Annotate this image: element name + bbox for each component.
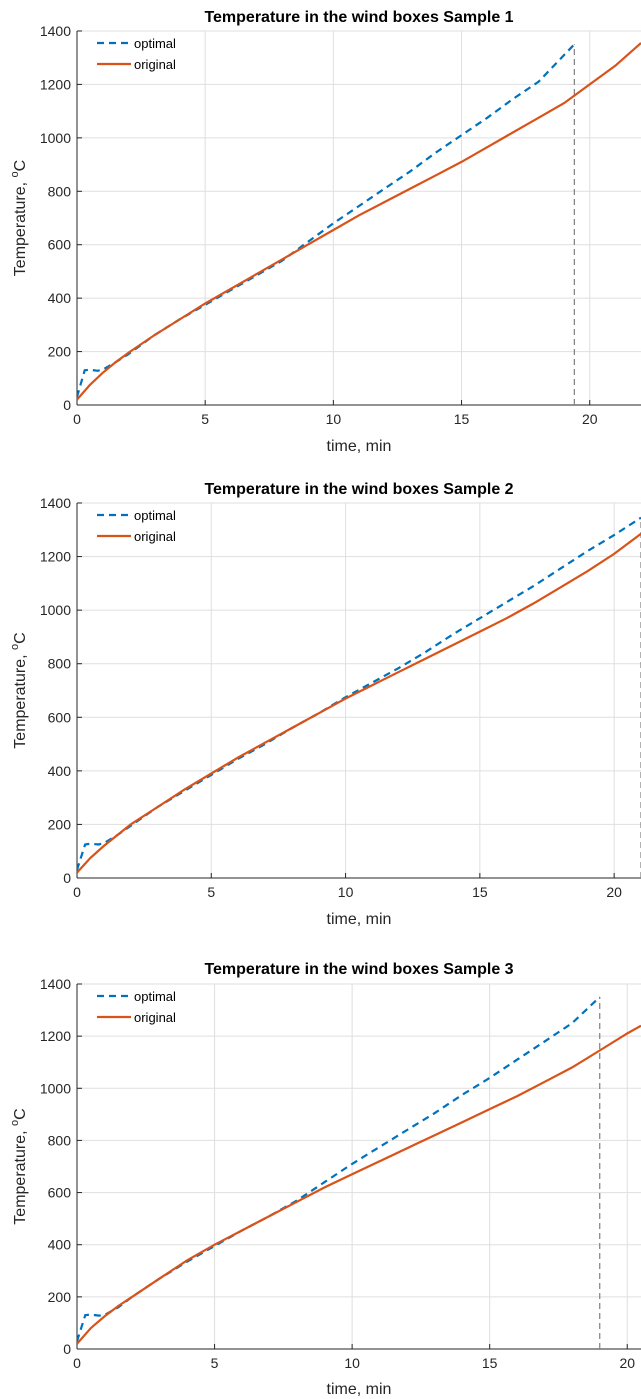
- y-tick-label: 1400: [40, 495, 71, 511]
- x-tick-label: 20: [606, 884, 622, 900]
- series-original-line: [77, 532, 641, 874]
- y-tick-label: 200: [48, 816, 72, 832]
- grid: [77, 502, 641, 878]
- y-tick-label: 600: [48, 237, 72, 253]
- y-tick-label: 1200: [40, 76, 71, 92]
- legend-label-optimal: optimal: [134, 508, 176, 523]
- x-axis-label: time, min: [327, 1381, 392, 1398]
- y-tick-label: 400: [48, 290, 72, 306]
- legend: optimal original: [97, 989, 176, 1025]
- legend-label-original: original: [134, 1010, 176, 1025]
- y-tick-label: 800: [48, 1132, 72, 1148]
- x-tick-label: 10: [338, 884, 354, 900]
- x-tick-label: 15: [454, 411, 470, 427]
- series-original-line: [77, 1024, 641, 1345]
- y-tick-label: 600: [48, 1185, 72, 1201]
- y-tick-label: 200: [48, 1289, 72, 1305]
- legend-label-original: original: [134, 529, 176, 544]
- series-optimal-line: [77, 516, 641, 871]
- x-tick-label: 5: [211, 1355, 219, 1371]
- x-tick-label: 15: [482, 1355, 498, 1371]
- y-tick-label: 1000: [40, 1080, 71, 1096]
- x-tick-label: 10: [344, 1355, 360, 1371]
- series-original-line: [77, 42, 641, 401]
- y-axis-label-sup: o: [9, 644, 21, 650]
- x-tick-label: 20: [582, 411, 598, 427]
- y-axis-label-sup: o: [9, 1120, 21, 1126]
- y-axis-label-unit: C: [12, 632, 29, 644]
- grid: [77, 983, 641, 1349]
- y-tick-label: 0: [63, 870, 71, 886]
- x-axis-label: time, min: [327, 911, 392, 928]
- y-tick-label: 800: [48, 656, 72, 672]
- y-tick-label: 1000: [40, 130, 71, 146]
- x-tick-label: 0: [73, 411, 81, 427]
- y-tick-label: 400: [48, 763, 72, 779]
- x-tick-label: 0: [73, 884, 81, 900]
- x-axis-label: time, min: [327, 438, 392, 455]
- y-axis-label-main: Temperature,: [12, 1126, 29, 1225]
- y-axis-label-unit: C: [12, 1108, 29, 1120]
- grid: [77, 30, 641, 405]
- y-tick-label: 1400: [40, 23, 71, 39]
- y-tick-label: 1000: [40, 602, 71, 618]
- legend-label-optimal: optimal: [134, 989, 176, 1004]
- y-tick-label: 0: [63, 397, 71, 413]
- y-axis-label-unit: C: [12, 160, 29, 172]
- y-axis-label: Temperature, oC: [9, 632, 29, 748]
- chart-title: Temperature in the wind boxes Sample 1: [204, 9, 513, 26]
- legend: optimal original: [97, 508, 176, 544]
- x-tick-label: 20: [619, 1355, 635, 1371]
- y-axis-label-sup: o: [9, 171, 21, 177]
- y-tick-label: 800: [48, 183, 72, 199]
- x-tick-label: 10: [326, 411, 342, 427]
- series-optimal-line: [77, 43, 576, 398]
- y-tick-label: 0: [63, 1341, 71, 1357]
- y-tick-label: 200: [48, 344, 72, 360]
- chart-sample-2: 0 200 400 600 800 1000 1200 1400 0 5 10 15 20 Tempera…: [9, 481, 641, 928]
- legend-label-optimal: optimal: [134, 36, 176, 51]
- x-tick-label: 0: [73, 1355, 81, 1371]
- x-tick-label: 5: [201, 411, 209, 427]
- y-tick-label: 1400: [40, 976, 71, 992]
- legend-label-original: original: [134, 57, 176, 72]
- y-tick-label: 1200: [40, 1028, 71, 1044]
- y-tick-label: 1200: [40, 549, 71, 565]
- y-axis-label-main: Temperature,: [12, 650, 29, 749]
- x-tick-label: 5: [207, 884, 215, 900]
- chart-title: Temperature in the wind boxes Sample 3: [204, 961, 513, 978]
- chart-sample-1: 0 200 400 600 800 1000 1200 1400 0 5 10 15 20 Tempera…: [9, 9, 641, 455]
- chart-title: Temperature in the wind boxes Sample 2: [204, 481, 513, 498]
- y-axis-label-main: Temperature,: [12, 177, 29, 276]
- legend: optimal original: [97, 36, 176, 72]
- chart-sample-3: 0 200 400 600 800 1000 1200 1400 0 5 10 15 20 Tempera…: [9, 961, 641, 1398]
- y-tick-label: 600: [48, 709, 72, 725]
- series-optimal-line: [77, 996, 601, 1342]
- y-axis-label: Temperature, oC: [9, 160, 29, 276]
- y-axis-label: Temperature, oC: [9, 1108, 29, 1224]
- x-tick-label: 15: [472, 884, 488, 900]
- y-tick-label: 400: [48, 1237, 72, 1253]
